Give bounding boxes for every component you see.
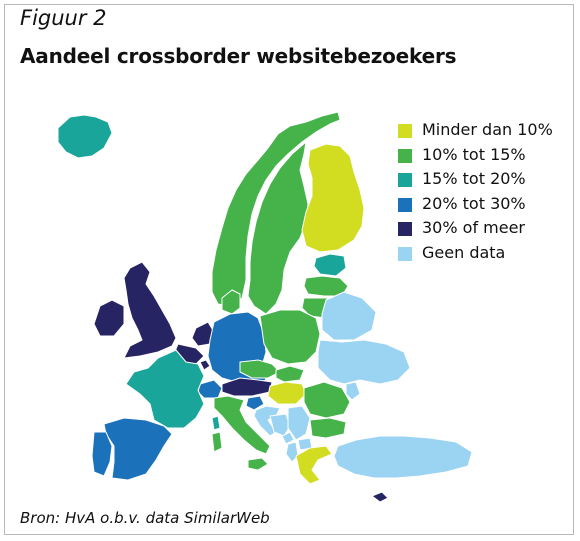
region-bulgaria bbox=[309, 417, 347, 439]
legend-label: 15% tot 20% bbox=[422, 169, 526, 188]
legend-label: 30% of meer bbox=[422, 218, 526, 237]
legend-label: Geen data bbox=[422, 242, 506, 262]
region-belarus bbox=[321, 291, 377, 341]
region-poland bbox=[259, 309, 321, 365]
region-italy bbox=[213, 395, 271, 455]
region-spain bbox=[103, 417, 173, 481]
region-ukraine bbox=[317, 339, 411, 385]
source-note: Bron: HvA o.b.v. data SimilarWeb bbox=[20, 509, 270, 527]
legend-swatch bbox=[398, 124, 412, 138]
figure-title: Aandeel crossborder websitebezoekers bbox=[20, 44, 457, 68]
region-corsica bbox=[211, 415, 221, 431]
legend-item: Geen data bbox=[398, 243, 573, 268]
region-albania bbox=[285, 441, 299, 463]
legend-item: 20% tot 30% bbox=[398, 194, 573, 219]
region-sardinia bbox=[211, 431, 223, 453]
region-united-kingdom bbox=[123, 261, 177, 359]
legend-swatch bbox=[398, 148, 412, 163]
region-cyprus bbox=[371, 491, 389, 503]
region-slovenia bbox=[245, 395, 265, 411]
legend-swatch bbox=[398, 246, 412, 261]
europe-map bbox=[57, 111, 473, 503]
legend-label: Minder dan 10% bbox=[422, 120, 553, 139]
region-turkey bbox=[333, 435, 473, 479]
region-iceland bbox=[57, 114, 113, 159]
legend-swatch bbox=[398, 222, 412, 236]
region-ireland bbox=[93, 299, 125, 337]
region-estonia bbox=[313, 253, 347, 277]
region-hungary bbox=[267, 381, 307, 405]
legend-label: 10% tot 15% bbox=[422, 144, 526, 164]
legend-item: 15% tot 20% bbox=[398, 169, 573, 194]
region-serbia bbox=[287, 405, 311, 441]
region-czechia bbox=[239, 359, 281, 379]
legend-item: Minder dan 10% bbox=[398, 120, 573, 145]
legend-swatch bbox=[398, 197, 412, 212]
region-portugal bbox=[91, 431, 113, 477]
region-france bbox=[125, 349, 205, 429]
legend-swatch bbox=[398, 173, 412, 187]
legend-item: 10% tot 15% bbox=[398, 145, 573, 170]
region-finland bbox=[301, 143, 365, 253]
region-romania bbox=[303, 381, 351, 419]
region-sicily bbox=[247, 457, 269, 471]
region-moldova bbox=[345, 381, 361, 401]
region-austria bbox=[221, 377, 273, 397]
region-luxembourg bbox=[199, 359, 211, 371]
legend: Minder dan 10% 10% tot 15% 15% tot 20% 2… bbox=[398, 120, 573, 267]
legend-label: 20% tot 30% bbox=[422, 193, 526, 213]
region-greece bbox=[295, 445, 333, 485]
region-bosnia bbox=[269, 413, 291, 437]
region-montenegro bbox=[281, 431, 295, 445]
legend-item: 30% of meer bbox=[398, 218, 573, 243]
region-slovakia bbox=[275, 365, 305, 383]
figure-label: Figuur 2 bbox=[20, 6, 107, 30]
region-denmark bbox=[221, 289, 241, 315]
